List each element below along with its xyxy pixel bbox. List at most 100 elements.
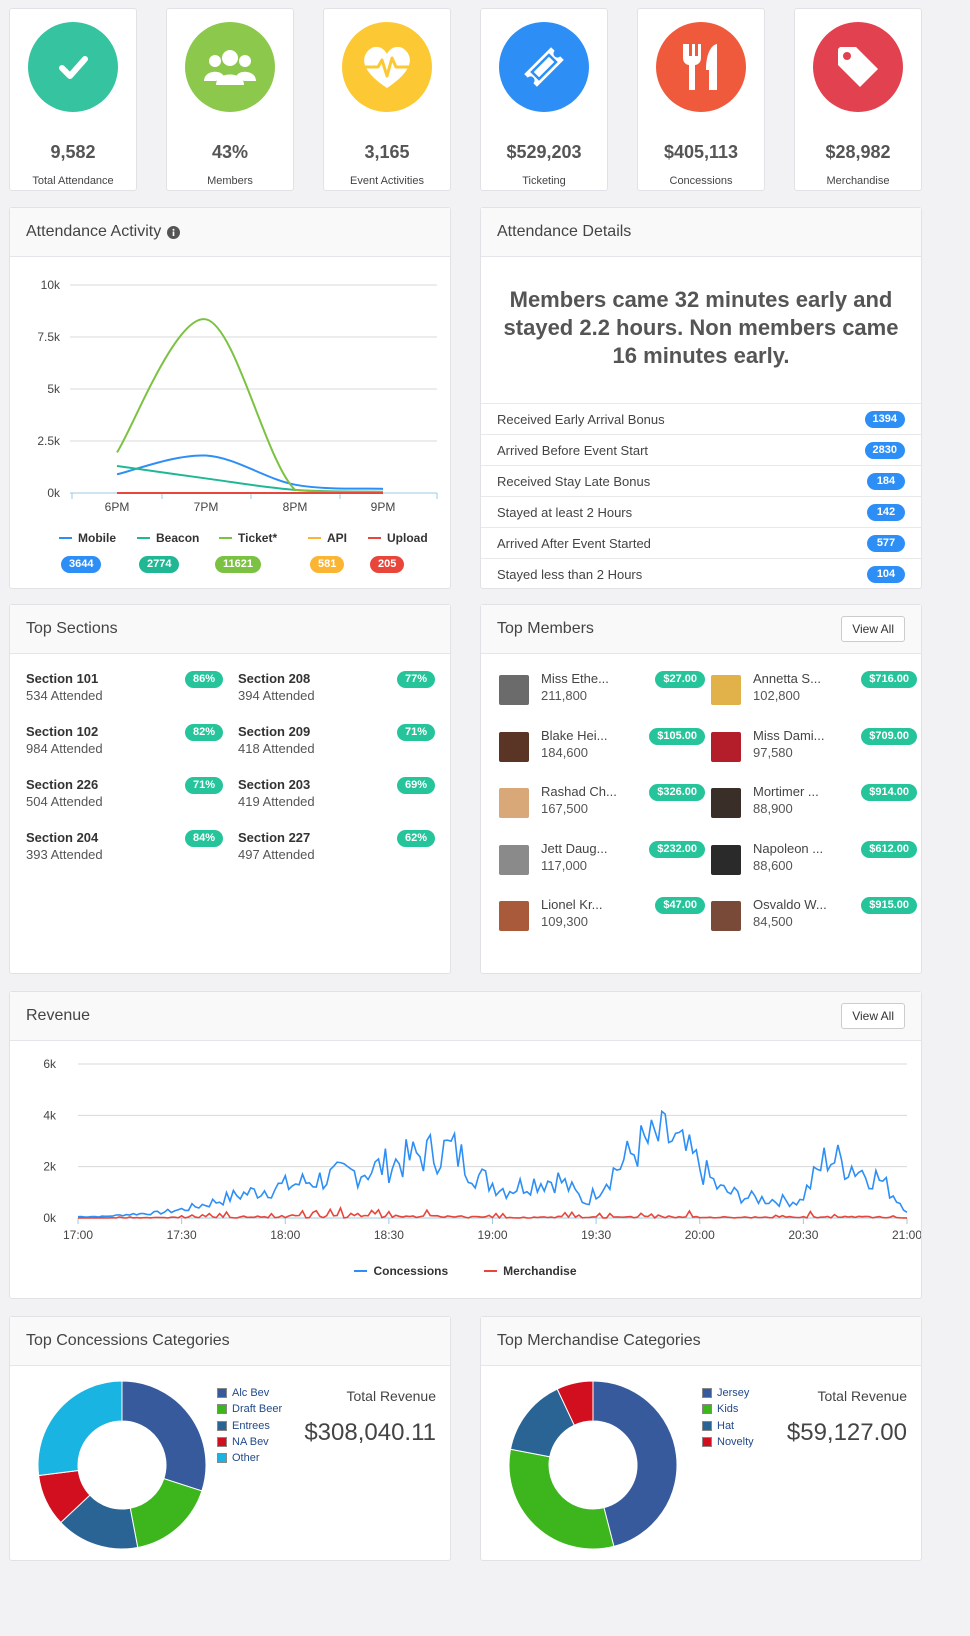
section-attended: 393 Attended [26,847,103,862]
revenue-title: Revenue [26,1007,91,1024]
avatar [711,788,741,818]
legend-item-ticket[interactable]: Ticket* [219,531,277,545]
stat-card-total-attendance: 9,582 Total Attendance [9,8,137,191]
section-item[interactable]: Section 226 504 Attended 71% [26,777,223,809]
x-tick-label: 21:00 [892,1228,921,1242]
section-item[interactable]: Section 209 418 Attended 71% [238,724,435,756]
legend-label: Hat [717,1419,735,1432]
member-item[interactable]: Rashad Ch... 167,500 $326.00 [499,784,705,829]
section-item[interactable]: Section 203 419 Attended 69% [238,777,435,809]
legend-label: Ticket* [238,531,278,545]
legend-swatch [702,1388,712,1399]
legend-label: Merchandise [503,1264,577,1278]
legend-label: Novelty [717,1436,754,1449]
member-item[interactable]: Blake Hei... 184,600 $105.00 [499,727,705,773]
top-merchandise-panel: Top Merchandise Categories Jersey Kids Hat… [480,1316,922,1561]
member-amount-badge: $47.00 [655,897,705,914]
top-members-view-all-button[interactable]: View All [841,616,905,642]
member-item[interactable]: Miss Ethe... 211,800 $27.00 [499,671,705,716]
stat-label: Total Attendance [32,175,114,187]
concessions-total-value: $308,040.11 [304,1419,436,1446]
x-tick-label: 18:00 [270,1228,300,1242]
top-members-title: Top Members [497,620,594,637]
section-item[interactable]: Section 101 534 Attended 86% [26,671,223,703]
legend-label: Draft Beer [232,1403,283,1416]
attendance-details-header: Attendance Details [481,208,921,257]
stat-value: 43% [211,142,249,162]
top-concessions-panel: Top Concessions Categories Alc Bev Draft … [9,1316,451,1561]
member-item[interactable]: Miss Dami... 97,580 $709.00 [711,727,917,773]
member-points: 84,500 [753,914,793,929]
legend-item-beacon[interactable]: Beacon [137,531,199,545]
member-item[interactable]: Mortimer ... 88,900 $914.00 [711,784,917,829]
legend-item[interactable]: Other [217,1450,282,1466]
concessions-total-label: Total Revenue [346,1388,436,1404]
legend-item-api[interactable]: API [308,531,347,545]
legend-item-mobile[interactable]: Mobile [59,531,116,545]
top-merchandise-title: Top Merchandise Categories [497,1332,701,1349]
detail-row: Arrived Before Event Start 2830 [481,434,921,465]
x-tick-label: 8PM [283,500,308,514]
series-line-merchandise [78,1205,907,1220]
stat-card-concessions: $405,113 Concessions [637,8,765,191]
section-name: Section 101 [26,671,99,686]
slice-novelty[interactable] [556,1380,594,1426]
legend-item-upload[interactable]: Upload [368,531,428,545]
member-item[interactable]: Jett Daug... 117,000 $232.00 [499,840,705,886]
stat-label: Merchandise [826,175,890,187]
stat-label: Event Activities [350,175,424,187]
member-points: 102,800 [753,688,800,703]
slice-kids[interactable] [508,1448,615,1550]
member-points: 167,500 [541,801,588,816]
legend-item-merchandise[interactable]: Merchandise [484,1264,577,1278]
member-name: Blake Hei... [541,727,608,743]
member-amount-badge: $232.00 [649,840,705,858]
legend-item[interactable]: Entrees [217,1418,282,1434]
member-item[interactable]: Osvaldo W... 84,500 $915.00 [711,897,917,942]
member-amount-badge: $105.00 [649,727,705,745]
detail-count-badge: 142 [867,503,905,521]
legend-item[interactable]: Alc Bev [217,1385,282,1401]
member-item[interactable]: Annetta S... 102,800 $716.00 [711,671,917,716]
section-name: Section 227 [238,830,311,845]
x-tick-label: 17:30 [167,1228,197,1242]
legend-swatch [219,537,232,539]
section-item[interactable]: Section 204 393 Attended 84% [26,830,223,862]
legend-item[interactable]: Novelty [702,1434,754,1450]
revenue-panel: Revenue View All 0k 2k 4k 6k 17:00 17:30 18:00… [9,991,922,1299]
member-name: Jett Daug... [541,840,608,856]
section-item[interactable]: Section 227 497 Attended 62% [238,830,435,862]
detail-label: Received Early Arrival Bonus [497,411,665,427]
attendance-legend: Mobile 3644 Beacon 2774 Ticket* 11621 API 581 Up… [10,528,450,578]
section-percent-badge: 77% [396,671,435,688]
section-attended: 984 Attended [26,741,103,756]
legend-item[interactable]: Draft Beer [217,1401,282,1417]
x-tick-label: 19:30 [581,1228,611,1242]
check-icon [28,22,118,112]
section-attended: 534 Attended [26,688,103,703]
legend-item-concessions[interactable]: Concessions [354,1264,448,1278]
slice-alc-bev[interactable] [121,1380,207,1492]
slice-draft-beer[interactable] [129,1477,203,1549]
member-item[interactable]: Napoleon ... 88,600 $612.00 [711,840,917,886]
section-item[interactable]: Section 208 394 Attended 77% [238,671,435,703]
member-amount-badge: $326.00 [649,784,705,801]
attendance-details-title: Attendance Details [497,223,632,240]
legend-item[interactable]: Hat [702,1418,754,1434]
legend-count-badge: 2774 [139,556,180,573]
revenue-line-chart: 0k 2k 4k 6k 17:00 17:30 18:00 18:30 19:00 19:30 20… [43,1057,921,1242]
legend-item[interactable]: NA Bev [217,1434,282,1450]
legend-item[interactable]: Kids [702,1401,754,1417]
slice-other[interactable] [37,1380,123,1477]
legend-label: NA Bev [232,1436,269,1449]
slice-jersey[interactable] [592,1380,678,1547]
x-tick-label: 19:00 [477,1228,507,1242]
legend-item[interactable]: Jersey [702,1385,754,1401]
section-percent-badge: 86% [184,671,223,688]
x-tick-label: 20:00 [685,1228,715,1242]
member-amount-badge: $716.00 [861,671,917,688]
info-icon[interactable] [167,225,181,239]
section-item[interactable]: Section 102 984 Attended 82% [26,724,223,756]
revenue-view-all-button[interactable]: View All [841,1003,905,1029]
member-item[interactable]: Lionel Kr... 109,300 $47.00 [499,897,705,942]
